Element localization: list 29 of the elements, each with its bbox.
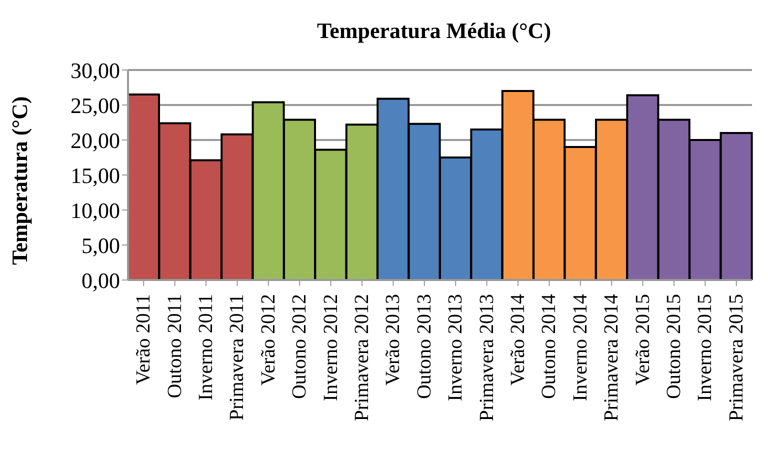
x-tick-label: Outono 2013 [413, 294, 436, 399]
x-tick-label: Inverno 2015 [694, 294, 716, 402]
y-tick-label: 20,00 [70, 128, 120, 153]
x-tick-label: Verão 2013 [382, 294, 404, 386]
x-tick-label: Inverno 2012 [320, 294, 342, 402]
x-tick-label: Primavera 2012 [351, 294, 373, 422]
y-tick-label: 25,00 [70, 92, 120, 118]
x-tick-label: Verão 2014 [507, 294, 529, 386]
y-tick-label: 30,00 [70, 58, 120, 83]
x-tick-label: Verão 2011 [132, 294, 155, 385]
x-tick-label: Primavera 2013 [476, 294, 498, 422]
y-tick-label: 5,00 [82, 232, 120, 258]
y-axis-title: Temperatura (°C) [6, 96, 32, 265]
x-tick-label: Primavera 2011 [226, 294, 248, 420]
x-tick-label: Primavera 2014 [600, 294, 623, 422]
x-tick-label: Outono 2014 [538, 294, 560, 399]
x-tick-label: Inverno 2014 [569, 294, 592, 402]
y-tick-label: 10,00 [70, 198, 120, 223]
x-tick-label: Inverno 2013 [444, 294, 467, 402]
x-tick-label: Verão 2012 [257, 294, 280, 386]
x-tick-label: Outono 2015 [663, 294, 685, 399]
x-tick-label: Outono 2012 [288, 294, 311, 399]
y-tick-label: 15,00 [70, 162, 120, 188]
x-tick-label: Primavera 2015 [725, 294, 748, 422]
x-tick-label: Verão 2015 [632, 294, 654, 386]
y-tick-label: 0,00 [82, 268, 120, 293]
x-tick-label: Inverno 2011 [195, 294, 217, 400]
x-tick-label: Outono 2011 [164, 294, 186, 398]
chart-title: Temperatura Média (°C) [316, 17, 552, 45]
